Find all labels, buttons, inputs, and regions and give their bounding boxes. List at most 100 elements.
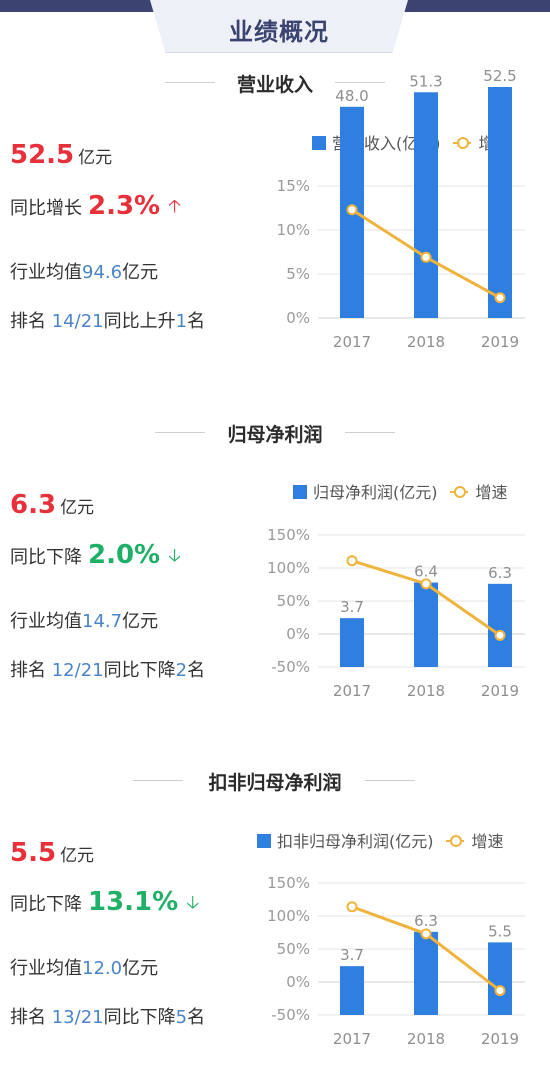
value-number: 5.5 [10, 838, 57, 868]
x-tick-label: 2017 [333, 682, 371, 700]
yoy-label: 同比增长 [10, 198, 82, 219]
x-tick-label: 2019 [481, 1030, 519, 1048]
industry-label: 行业均值 [10, 611, 82, 632]
bar-value-label: 6.4 [414, 563, 438, 581]
legend-bar-label: 归母净利润(亿元) [313, 483, 438, 502]
rank-row: 排名 14/21同比上升1名 [10, 307, 205, 333]
chart-legend: 归母净利润(亿元) 增速 [293, 479, 508, 503]
rank-change-value: 1 [175, 311, 188, 332]
growth-point-2018 [420, 928, 432, 940]
divider-left [133, 780, 183, 781]
x-tick-label: 2017 [333, 333, 371, 351]
rank-suffix: 名 [187, 311, 206, 332]
growth-point-2017 [346, 204, 358, 216]
bar-value-label: 51.3 [409, 72, 442, 90]
x-tick-label: 2019 [481, 682, 519, 700]
industry-value: 14.7 [82, 611, 123, 632]
legend-bar-swatch [257, 834, 271, 848]
rank-change-label: 同比下降 [103, 660, 176, 681]
page-title: 业绩概况 [229, 18, 329, 46]
value-main: 52.5 亿元 [10, 140, 112, 170]
section-title: 营业收入 [218, 70, 331, 97]
growth-point-2019 [494, 292, 506, 304]
legend-bar-swatch [293, 485, 307, 499]
y-tick-label: 10% [277, 221, 310, 239]
bar-value-label: 3.7 [340, 598, 364, 616]
value-main: 5.5 亿元 [10, 838, 94, 868]
arrow-down-icon: 🡣 [168, 545, 182, 566]
rank-row: 排名 12/21同比下降2名 [10, 656, 205, 682]
legend-line-swatch [445, 835, 464, 847]
industry-unit: 亿元 [122, 958, 159, 979]
legend-line-swatch [449, 486, 468, 498]
y-tick-label: 100% [267, 559, 310, 577]
value-unit: 亿元 [60, 846, 95, 866]
growth-point-2018 [420, 578, 432, 590]
rank-row: 排名 13/21同比下降5名 [10, 1003, 205, 1029]
yoy-label: 同比下降 [10, 547, 82, 568]
rank-value: 13/21 [51, 1007, 104, 1028]
chart-revenue: 15% 10% 5% 0% 48.0 51.3 52.5 2017 2018 2019 [277, 70, 525, 351]
bar-value-label: 6.3 [488, 564, 512, 582]
x-tick-label: 2018 [407, 1030, 445, 1048]
rank-value: 14/21 [51, 311, 104, 332]
legend-bar-label: 扣非归母净利润(亿元) [277, 832, 434, 851]
y-tick-label: -50% [271, 1006, 310, 1024]
y-tick-label: -50% [271, 658, 310, 676]
bar-2018 [414, 92, 438, 318]
rank-label: 排名 [10, 660, 52, 681]
bar-value-label: 48.0 [335, 87, 368, 105]
industry-unit: 亿元 [122, 262, 159, 283]
yoy-value: 2.0% [88, 540, 161, 570]
divider-left [165, 82, 215, 83]
rank-change-label: 同比下降 [103, 1007, 176, 1028]
x-tick-label: 2017 [333, 1030, 371, 1048]
bar-2019 [488, 583, 512, 667]
industry-unit: 亿元 [122, 611, 159, 632]
legend-line-swatch [452, 137, 471, 149]
section-title: 归母净利润 [209, 420, 341, 447]
value-unit: 亿元 [60, 498, 95, 518]
chart-net-profit: 150% 100% 50% 0% -50% 3.7 6.4 6.3 2017 2018 2019 [267, 526, 525, 700]
industry-avg: 行业均值14.7亿元 [10, 607, 158, 633]
section-deducted-net-profit: 扣非归母净利润 5.5 亿元 同比下降 13.1% 🡣 行业均值12.0亿元 排名 1… [0, 768, 550, 1081]
header-tab [150, 0, 408, 53]
rank-suffix: 名 [187, 1007, 206, 1028]
industry-value: 12.0 [82, 958, 123, 979]
bar-2019 [488, 87, 512, 318]
x-tick-label: 2018 [407, 682, 445, 700]
value-number: 6.3 [10, 490, 57, 520]
y-tick-label: 50% [277, 592, 310, 610]
y-tick-label: 150% [267, 526, 310, 544]
bar-value-label: 5.5 [488, 922, 512, 940]
y-tick-label: 0% [286, 309, 310, 327]
rank-change-label: 同比上升 [103, 311, 176, 332]
bar-value-label: 3.7 [340, 946, 364, 964]
yoy-row: 同比下降 13.1% 🡣 [10, 887, 199, 920]
industry-label: 行业均值 [10, 262, 82, 283]
growth-point-2019 [494, 629, 506, 641]
y-tick-label: 150% [267, 874, 310, 892]
section-net-profit: 归母净利润 6.3 亿元 同比下降 2.0% 🡣 行业均值14.7亿元 排名 12/2… [0, 420, 550, 740]
y-tick-label: 100% [267, 907, 310, 925]
rank-value: 12/21 [51, 660, 104, 681]
y-tick-label: 15% [277, 177, 310, 195]
chart-deducted-net-profit: 150% 100% 50% 0% -50% 3.7 6.3 5.5 2017 2018 2019 [267, 874, 525, 1048]
bar-value-label: 6.3 [414, 912, 438, 930]
arrow-down-icon: 🡣 [186, 892, 200, 913]
x-tick-label: 2018 [407, 333, 445, 351]
divider-left [155, 432, 205, 433]
divider-right [335, 82, 385, 83]
bar-2019 [488, 942, 512, 1015]
y-tick-label: 5% [286, 265, 310, 283]
chart-legend: 扣非归母净利润(亿元) 增速 [257, 828, 504, 852]
divider-right [345, 432, 395, 433]
rank-suffix: 名 [187, 660, 206, 681]
yoy-row: 同比下降 2.0% 🡣 [10, 540, 181, 573]
growth-point-2017 [346, 555, 358, 567]
rank-change-value: 2 [175, 660, 188, 681]
value-unit: 亿元 [78, 148, 113, 168]
industry-value: 94.6 [82, 262, 123, 283]
industry-avg: 行业均值12.0亿元 [10, 954, 158, 980]
bar-value-label: 52.5 [483, 70, 516, 85]
